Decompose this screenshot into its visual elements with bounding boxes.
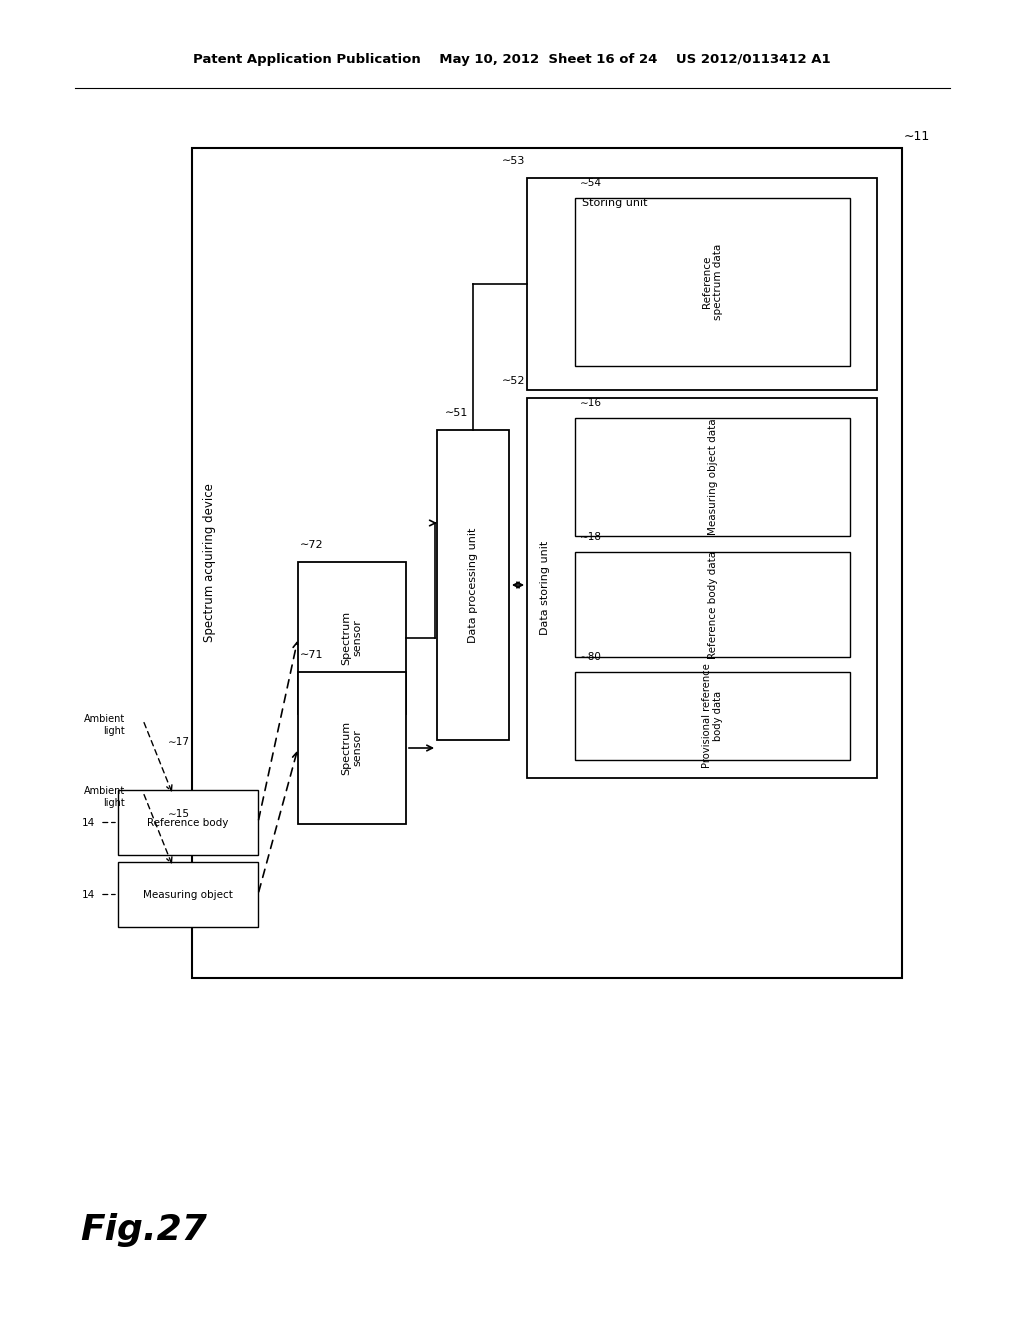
Bar: [118, 862, 258, 927]
Text: Data processing unit: Data processing unit: [468, 527, 478, 643]
Text: Provisional reference
body data: Provisional reference body data: [701, 664, 723, 768]
Text: Spectrum acquiring device: Spectrum acquiring device: [204, 483, 216, 643]
Bar: [437, 430, 509, 741]
Text: Ambient
light: Ambient light: [84, 714, 125, 735]
Text: ∼53: ∼53: [502, 156, 525, 166]
Text: Storing unit: Storing unit: [582, 198, 647, 209]
Text: 14: 14: [81, 817, 94, 828]
Text: ∼52: ∼52: [502, 376, 525, 385]
Text: 14: 14: [81, 890, 94, 899]
Text: Ambient
light: Ambient light: [84, 787, 125, 808]
Text: Reference body data: Reference body data: [708, 550, 718, 659]
Bar: [298, 672, 406, 824]
Text: Patent Application Publication    May 10, 2012  Sheet 16 of 24    US 2012/011341: Patent Application Publication May 10, 2…: [194, 54, 830, 66]
Text: Reference
spectrum data: Reference spectrum data: [701, 244, 723, 321]
Bar: [575, 672, 850, 760]
Text: ∼15: ∼15: [168, 809, 190, 818]
Bar: [118, 789, 258, 855]
Text: Spectrum
sensor: Spectrum sensor: [341, 721, 362, 775]
Bar: [575, 418, 850, 536]
Text: ∼72: ∼72: [300, 540, 324, 550]
Text: Data storing unit: Data storing unit: [540, 541, 550, 635]
Text: Measuring object: Measuring object: [143, 890, 232, 899]
Bar: [298, 562, 406, 714]
Bar: [193, 148, 902, 978]
Text: ∼71: ∼71: [300, 649, 324, 660]
Text: ∼51: ∼51: [444, 408, 468, 418]
Text: ∼16: ∼16: [580, 399, 602, 408]
Text: ∼11: ∼11: [904, 129, 930, 143]
Text: ∼18: ∼18: [580, 532, 602, 543]
Bar: [575, 552, 850, 657]
Bar: [527, 178, 877, 389]
Bar: [527, 399, 877, 777]
Text: Reference body: Reference body: [147, 817, 228, 828]
Text: Spectrum
sensor: Spectrum sensor: [341, 611, 362, 665]
Text: Fig.27: Fig.27: [80, 1213, 207, 1247]
Text: ∼17: ∼17: [168, 737, 190, 747]
Text: ∼54: ∼54: [580, 178, 602, 187]
Text: Measuring object data: Measuring object data: [708, 418, 718, 536]
Bar: [575, 198, 850, 366]
Text: ∼80: ∼80: [580, 652, 602, 663]
